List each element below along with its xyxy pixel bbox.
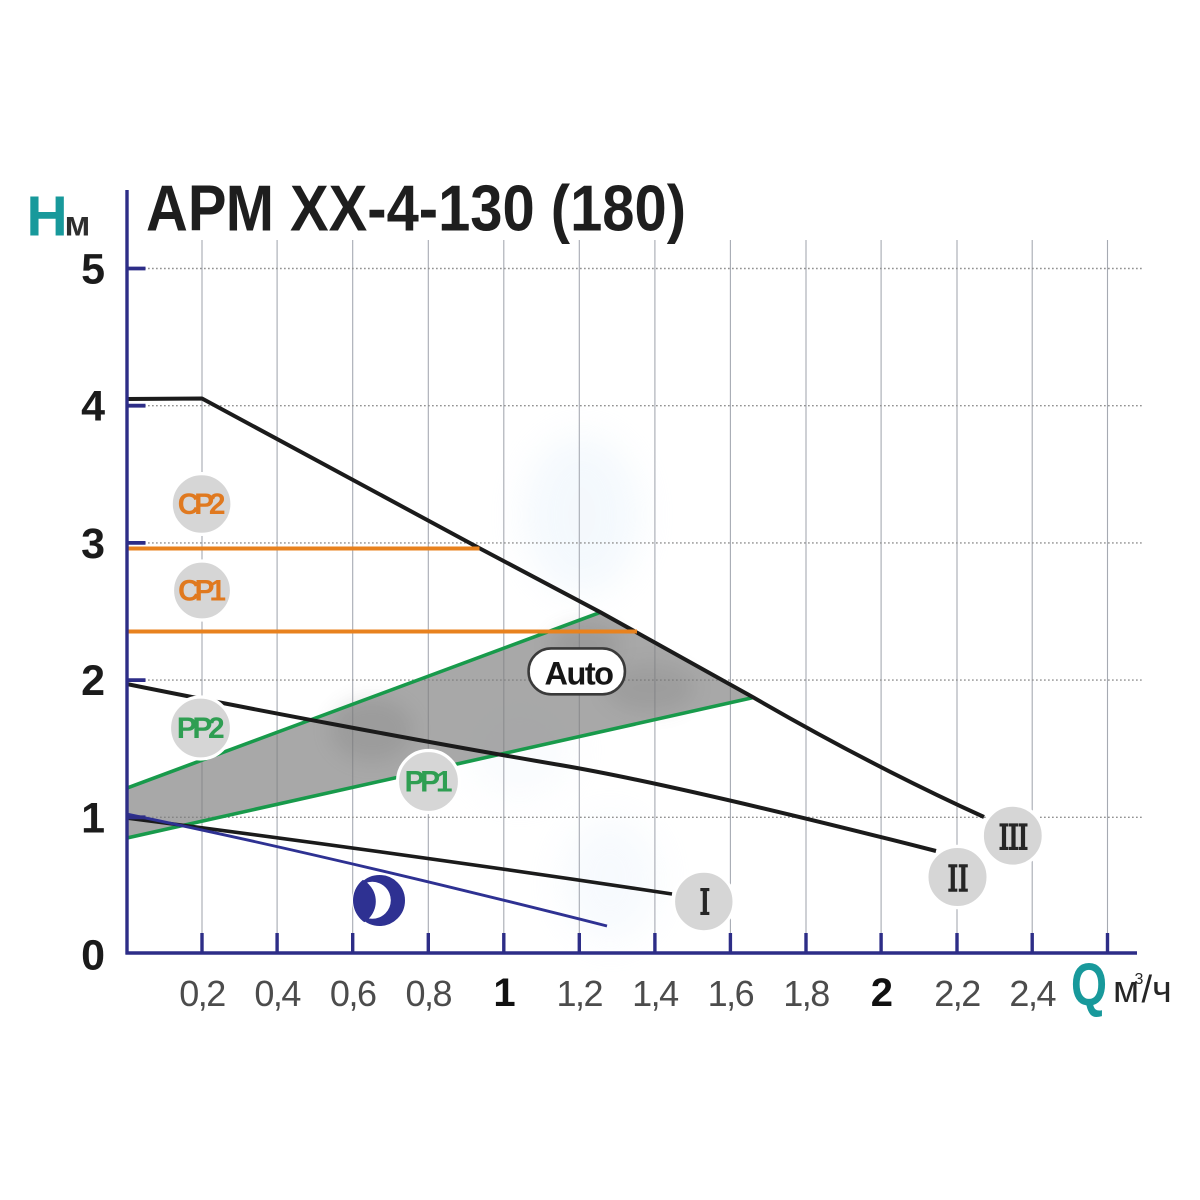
svg-text:0: 0 <box>81 932 105 980</box>
svg-text:CP1: CP1 <box>178 575 226 608</box>
svg-text:0,6: 0,6 <box>330 973 376 1014</box>
svg-text:3: 3 <box>1135 971 1144 988</box>
svg-text:м: м <box>65 205 91 244</box>
svg-text:H: H <box>27 185 68 249</box>
svg-text:3: 3 <box>81 520 105 568</box>
svg-text:Auto: Auto <box>545 656 614 692</box>
svg-text:1: 1 <box>81 794 105 842</box>
svg-text:1: 1 <box>493 971 515 1015</box>
svg-text:1,2: 1,2 <box>557 973 603 1014</box>
svg-text:2,4: 2,4 <box>1009 973 1055 1014</box>
svg-text:2: 2 <box>81 657 105 705</box>
svg-text:0,2: 0,2 <box>179 973 225 1014</box>
svg-text:1,4: 1,4 <box>632 973 678 1014</box>
svg-text:CP2: CP2 <box>178 488 226 521</box>
svg-text:Q: Q <box>1071 951 1107 1018</box>
svg-text:1,6: 1,6 <box>708 973 754 1014</box>
svg-text:2,2: 2,2 <box>934 973 980 1014</box>
svg-text:1,8: 1,8 <box>783 973 829 1014</box>
svg-text:5: 5 <box>81 246 105 294</box>
svg-text:АРМ ХХ-4-130 (180): АРМ ХХ-4-130 (180) <box>146 172 686 245</box>
svg-text:PP1: PP1 <box>405 766 453 799</box>
svg-text:/ч: /ч <box>1142 969 1172 1011</box>
svg-text:0,4: 0,4 <box>254 973 300 1014</box>
svg-text:4: 4 <box>81 383 105 431</box>
svg-text:0,8: 0,8 <box>406 973 452 1014</box>
svg-text:м: м <box>1113 969 1139 1011</box>
svg-text:PP2: PP2 <box>177 712 225 745</box>
svg-text:2: 2 <box>871 971 892 1015</box>
